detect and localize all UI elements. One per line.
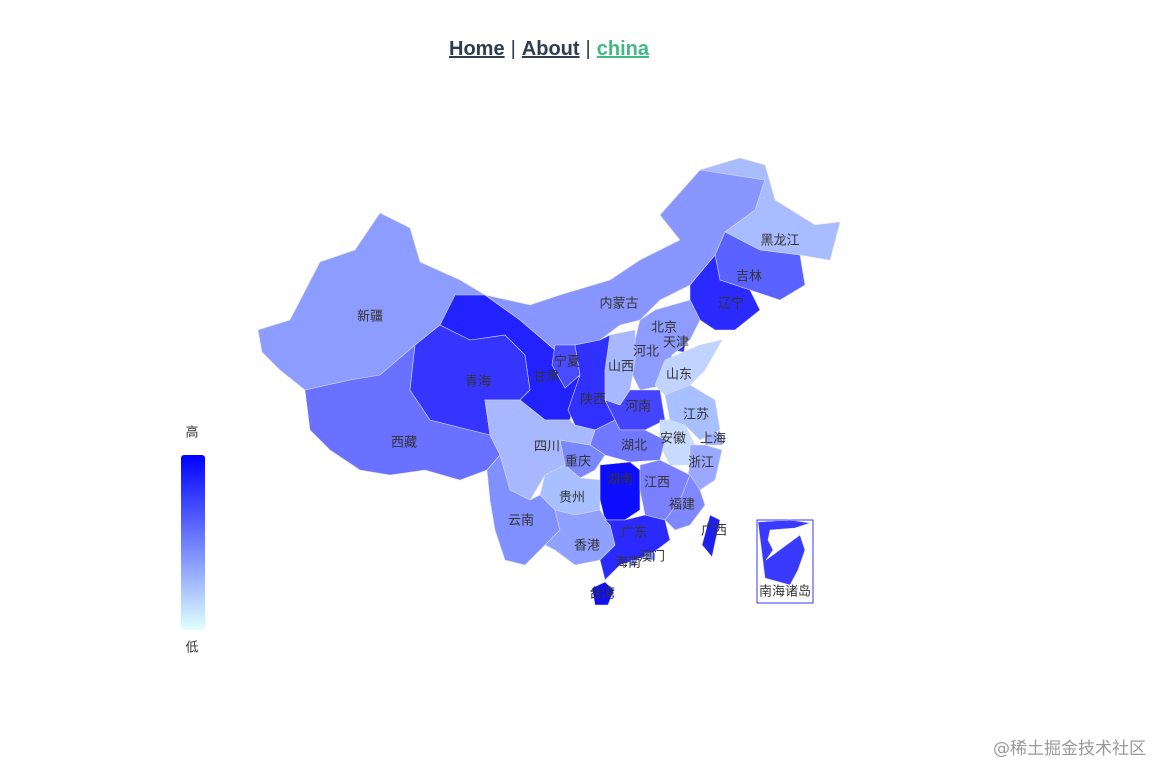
nav-link[interactable]: Home (449, 38, 505, 60)
legend-high: 高 (185, 425, 198, 441)
province-label: 内蒙古 (599, 296, 638, 312)
nav-separator: | (585, 38, 591, 60)
province-label: 四川 (534, 440, 560, 455)
province-label: 湖南 (607, 472, 633, 488)
province-label: 山西 (608, 360, 634, 375)
nav-link[interactable]: About (521, 38, 580, 60)
province-label: 新疆 (357, 309, 383, 325)
province-label: 安徽 (660, 432, 686, 447)
legend-gradient (181, 455, 205, 630)
province-label: 云南 (508, 513, 534, 529)
province-label: 宁夏 (554, 354, 580, 370)
nav-separator: | (510, 38, 516, 60)
province-label: 天津 (663, 336, 689, 351)
province-label: 湖北 (621, 439, 647, 454)
province-label: 黑龙江 (760, 234, 799, 249)
province-label: 青海 (465, 375, 491, 390)
province-label: 海南 (615, 555, 641, 571)
province-label: 山东 (666, 368, 692, 383)
province-label: 北京 (651, 321, 677, 336)
province-label: 南海诸岛 (759, 584, 811, 600)
province (699, 157, 841, 261)
province-label: 江西 (644, 476, 670, 491)
nav-bar: Home | About | china (0, 38, 1098, 61)
legend-low: 低 (185, 641, 198, 656)
province-label: 香港 (574, 539, 600, 554)
province-label: 广东 (621, 526, 647, 541)
province-label: 上海 (700, 432, 726, 447)
province-label: 重庆 (565, 454, 591, 470)
province (644, 552, 656, 561)
province (757, 519, 811, 586)
south-sea-box (756, 519, 814, 604)
watermark: @稀土掘金技术社区 (993, 739, 1146, 759)
province-label: 澳门 (639, 549, 665, 565)
province (687, 444, 723, 491)
nav-link[interactable]: china (596, 38, 649, 60)
province-label: 河北 (633, 345, 659, 360)
province (629, 559, 637, 567)
province-label: 西藏 (391, 436, 417, 451)
province (689, 254, 761, 331)
province (599, 461, 641, 521)
province-label: 浙江 (688, 456, 714, 471)
province-label: 吉林 (736, 270, 762, 285)
province (664, 474, 706, 531)
province-label: 辽宁 (718, 296, 744, 312)
province (701, 514, 721, 558)
province-label: 江苏 (683, 407, 709, 423)
province-label: 陕西 (580, 393, 606, 408)
province (654, 339, 723, 396)
province-label: 甘肃 (533, 370, 559, 385)
province-label: 福建 (669, 498, 695, 513)
province-label: 广西 (701, 524, 727, 539)
province-label: 贵州 (559, 491, 585, 506)
province-label: 台湾 (589, 586, 615, 602)
province-label: 河南 (625, 399, 651, 415)
province (591, 581, 615, 606)
province (704, 432, 723, 446)
province (551, 344, 581, 389)
